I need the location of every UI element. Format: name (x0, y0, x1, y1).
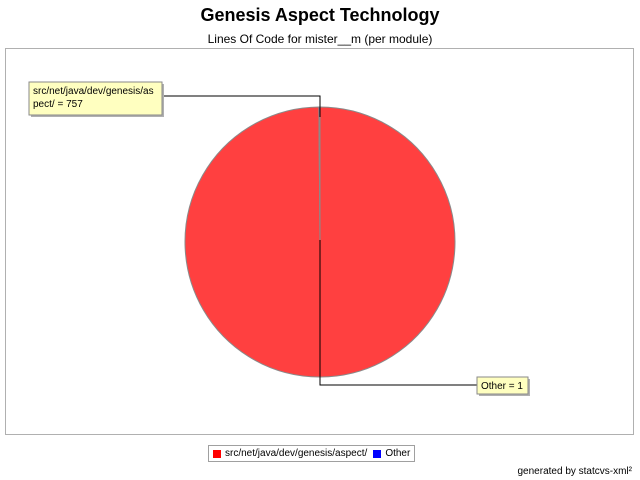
label-box-1 (476, 376, 529, 395)
legend-label-other: Other (385, 448, 411, 459)
generator-footer: generated by statcvs-xml² (517, 466, 633, 477)
slice-label-text-0-1: pect/ = 757 (33, 99, 83, 110)
chart-title: Genesis Aspect Technology (200, 5, 440, 25)
slice-label-1: Other = 1 (319, 240, 530, 396)
slice-label-text-0-0: src/net/java/dev/genesis/as (33, 86, 154, 97)
legend-swatch-aspect (213, 449, 221, 458)
legend-swatch-other (373, 449, 382, 458)
leader-line-1 (319, 240, 477, 386)
legend-entry-aspect: src/net/java/dev/genesis/aspect/ (213, 448, 367, 459)
legend-entry-other: Other (373, 448, 410, 459)
slice-label-0: src/net/java/dev/genesis/as pect/ = 757 (28, 81, 321, 117)
legend-label-aspect: src/net/java/dev/genesis/aspect/ (225, 448, 368, 459)
slice-label-text-1-0: Other = 1 (481, 381, 523, 392)
legend: src/net/java/dev/genesis/aspect/ Other (208, 445, 416, 462)
chart-subtitle: Lines Of Code for mister__m (per module) (207, 32, 433, 46)
label-box-0 (28, 81, 163, 116)
leader-line-0 (162, 95, 321, 117)
